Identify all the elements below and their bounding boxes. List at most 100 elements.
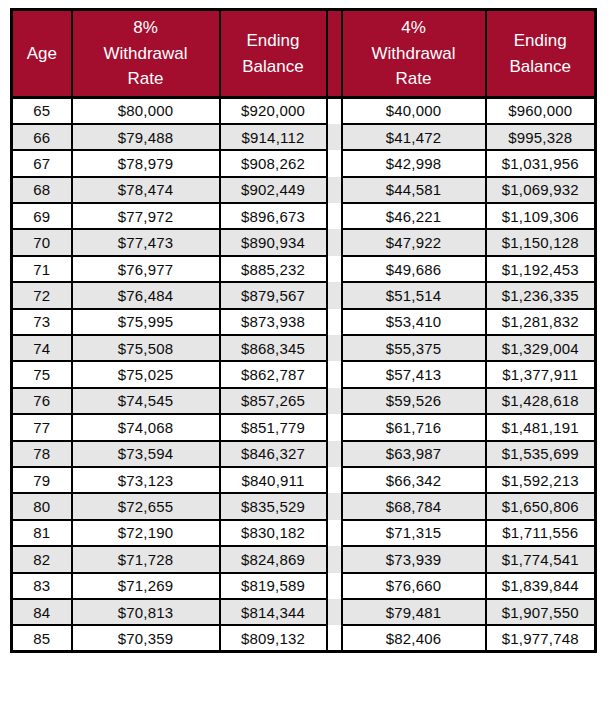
cell-ending-balance-8pct: $908,262 xyxy=(220,150,327,176)
gap-cell xyxy=(327,388,342,414)
table-row: 83$71,269$819,589$76,660$1,839,844 xyxy=(12,573,596,599)
cell-ending-balance-4pct: $1,069,932 xyxy=(486,177,596,203)
age-cell: 80 xyxy=(12,493,72,519)
cell-ending-balance-8pct: $873,938 xyxy=(220,309,327,335)
gap-cell xyxy=(327,441,342,467)
gap-cell xyxy=(327,124,342,150)
table-row: 76$74,545$857,265$59,526$1,428,618 xyxy=(12,388,596,414)
cell-8pct-withdrawal: $72,655 xyxy=(72,493,220,519)
cell-4pct-withdrawal: $57,413 xyxy=(342,361,486,387)
cell-ending-balance-4pct: $1,711,556 xyxy=(486,520,596,546)
cell-4pct-withdrawal: $46,221 xyxy=(342,203,486,229)
cell-ending-balance-8pct: $851,779 xyxy=(220,414,327,440)
gap-cell xyxy=(327,361,342,387)
cell-4pct-withdrawal: $49,686 xyxy=(342,256,486,282)
cell-4pct-withdrawal: $40,000 xyxy=(342,98,486,124)
cell-ending-balance-8pct: $846,327 xyxy=(220,441,327,467)
age-cell: 83 xyxy=(12,573,72,599)
table-row: 81$72,190$830,182$71,315$1,711,556 xyxy=(12,520,596,546)
cell-4pct-withdrawal: $59,526 xyxy=(342,388,486,414)
age-cell: 79 xyxy=(12,467,72,493)
cell-ending-balance-8pct: $835,529 xyxy=(220,493,327,519)
cell-ending-balance-8pct: $830,182 xyxy=(220,520,327,546)
header-ending-balance-8pct: Ending Balance xyxy=(220,10,327,98)
cell-8pct-withdrawal: $72,190 xyxy=(72,520,220,546)
cell-8pct-withdrawal: $74,545 xyxy=(72,388,220,414)
table-row: 70$77,473$890,934$47,922$1,150,128 xyxy=(12,229,596,255)
cell-4pct-withdrawal: $82,406 xyxy=(342,625,486,651)
age-cell: 82 xyxy=(12,546,72,572)
gap-cell xyxy=(327,414,342,440)
cell-ending-balance-4pct: $1,481,191 xyxy=(486,414,596,440)
cell-ending-balance-4pct: $1,031,956 xyxy=(486,150,596,176)
gap-cell xyxy=(327,625,342,651)
cell-ending-balance-4pct: $1,774,541 xyxy=(486,546,596,572)
table-row: 85$70,359$809,132$82,406$1,977,748 xyxy=(12,625,596,651)
gap-cell xyxy=(327,203,342,229)
cell-8pct-withdrawal: $78,474 xyxy=(72,177,220,203)
cell-ending-balance-4pct: $960,000 xyxy=(486,98,596,124)
cell-8pct-withdrawal: $76,484 xyxy=(72,282,220,308)
cell-4pct-withdrawal: $79,481 xyxy=(342,599,486,625)
table-row: 66$79,488$914,112$41,472$995,328 xyxy=(12,124,596,150)
age-cell: 76 xyxy=(12,388,72,414)
table-row: 80$72,655$835,529 $68,784$1,650,806 xyxy=(12,493,596,519)
age-cell: 72 xyxy=(12,282,72,308)
cell-ending-balance-4pct: $995,328 xyxy=(486,124,596,150)
cell-ending-balance-8pct: $902,449 xyxy=(220,177,327,203)
age-cell: 70 xyxy=(12,229,72,255)
table-row: 72$76,484$879,567$51,514$1,236,335 xyxy=(12,282,596,308)
age-cell: 73 xyxy=(12,309,72,335)
cell-4pct-withdrawal: $63,987 xyxy=(342,441,486,467)
table-container: Age 8% Withdrawal Rate Ending Balance 4%… xyxy=(0,0,608,653)
age-cell: 68 xyxy=(12,177,72,203)
cell-ending-balance-8pct: $914,112 xyxy=(220,124,327,150)
cell-ending-balance-8pct: $809,132 xyxy=(220,625,327,651)
table-row: 68$78,474$902,449 $44,581$1,069,932 xyxy=(12,177,596,203)
table-row: 75$75,025$862,787$57,413$1,377,911 xyxy=(12,361,596,387)
cell-ending-balance-8pct: $819,589 xyxy=(220,573,327,599)
cell-8pct-withdrawal: $71,269 xyxy=(72,573,220,599)
cell-8pct-withdrawal: $75,508 xyxy=(72,335,220,361)
cell-4pct-withdrawal: $68,784 xyxy=(342,493,486,519)
cell-4pct-withdrawal: $44,581 xyxy=(342,177,486,203)
cell-8pct-withdrawal: $80,000 xyxy=(72,98,220,124)
age-cell: 67 xyxy=(12,150,72,176)
age-cell: 78 xyxy=(12,441,72,467)
age-cell: 74 xyxy=(12,335,72,361)
gap-cell xyxy=(327,573,342,599)
gap-cell xyxy=(327,599,342,625)
cell-8pct-withdrawal: $77,473 xyxy=(72,229,220,255)
cell-8pct-withdrawal: $78,979 xyxy=(72,150,220,176)
cell-ending-balance-8pct: $840,911 xyxy=(220,467,327,493)
cell-ending-balance-4pct: $1,281,832 xyxy=(486,309,596,335)
cell-4pct-withdrawal: $73,939 xyxy=(342,546,486,572)
age-cell: 85 xyxy=(12,625,72,651)
age-cell: 69 xyxy=(12,203,72,229)
header-4pct-withdrawal-rate: 4% Withdrawal Rate xyxy=(342,10,486,98)
cell-8pct-withdrawal: $70,359 xyxy=(72,625,220,651)
table-row: 71$76,977$885,232$49,686$1,192,453 xyxy=(12,256,596,282)
cell-4pct-withdrawal: $47,922 xyxy=(342,229,486,255)
cell-ending-balance-4pct: $1,592,213 xyxy=(486,467,596,493)
cell-8pct-withdrawal: $75,995 xyxy=(72,309,220,335)
age-cell: 71 xyxy=(12,256,72,282)
cell-ending-balance-4pct: $1,236,335 xyxy=(486,282,596,308)
withdrawal-comparison-table: Age 8% Withdrawal Rate Ending Balance 4%… xyxy=(10,8,597,653)
age-cell: 65 xyxy=(12,98,72,124)
cell-ending-balance-4pct: $1,839,844 xyxy=(486,573,596,599)
table-row: 73$75,995$873,938 $53,410$1,281,832 xyxy=(12,309,596,335)
cell-ending-balance-4pct: $1,535,699 xyxy=(486,441,596,467)
gap-cell xyxy=(327,309,342,335)
gap-cell xyxy=(327,150,342,176)
gap-cell xyxy=(327,520,342,546)
cell-ending-balance-8pct: $920,000 xyxy=(220,98,327,124)
table-row: 74$75,508$868,345$55,375$1,329,004 xyxy=(12,335,596,361)
cell-8pct-withdrawal: $75,025 xyxy=(72,361,220,387)
cell-ending-balance-4pct: $1,650,806 xyxy=(486,493,596,519)
cell-8pct-withdrawal: $77,972 xyxy=(72,203,220,229)
table-row: 77$74,068$851,779$61,716$1,481,191 xyxy=(12,414,596,440)
cell-ending-balance-8pct: $879,567 xyxy=(220,282,327,308)
age-cell: 66 xyxy=(12,124,72,150)
cell-4pct-withdrawal: $53,410 xyxy=(342,309,486,335)
